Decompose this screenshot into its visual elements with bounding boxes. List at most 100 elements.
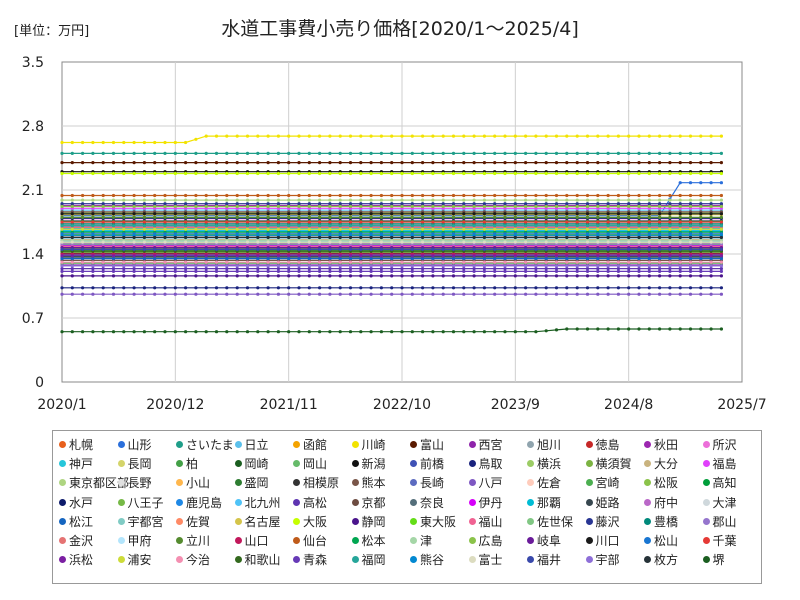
data-point bbox=[194, 161, 198, 165]
data-point bbox=[575, 286, 579, 290]
data-point bbox=[647, 286, 651, 290]
data-point bbox=[60, 215, 64, 219]
data-point bbox=[400, 260, 404, 264]
data-point bbox=[225, 204, 229, 209]
data-point bbox=[431, 267, 435, 271]
data-point bbox=[493, 292, 497, 296]
data-point bbox=[688, 274, 693, 278]
data-point bbox=[307, 202, 311, 206]
data-point bbox=[544, 254, 548, 258]
data-point bbox=[328, 151, 332, 155]
data-point bbox=[544, 274, 548, 278]
data-point bbox=[318, 260, 322, 264]
data-point bbox=[575, 260, 579, 264]
data-point bbox=[565, 254, 569, 258]
data-point bbox=[173, 171, 177, 176]
data-point bbox=[658, 202, 662, 206]
data-point bbox=[431, 257, 435, 261]
data-point bbox=[266, 220, 270, 224]
data-point bbox=[472, 171, 476, 176]
data-point bbox=[637, 292, 641, 296]
data-point bbox=[719, 198, 724, 202]
data-point bbox=[184, 140, 188, 145]
data-point bbox=[400, 227, 404, 231]
data-point bbox=[462, 134, 466, 138]
data-point bbox=[173, 227, 177, 231]
data-point bbox=[493, 257, 497, 261]
data-point bbox=[658, 212, 662, 216]
data-point bbox=[348, 257, 353, 261]
data-point bbox=[482, 286, 486, 290]
data-point bbox=[668, 134, 672, 138]
data-point bbox=[668, 202, 672, 206]
data-point bbox=[111, 202, 116, 206]
data-point bbox=[585, 202, 590, 206]
data-point bbox=[111, 274, 116, 278]
data-point bbox=[359, 286, 363, 290]
data-point bbox=[245, 274, 250, 278]
data-point bbox=[699, 215, 703, 219]
data-point bbox=[122, 212, 126, 216]
y-tick-label: 3.5 bbox=[22, 55, 44, 71]
data-point bbox=[503, 215, 507, 219]
data-point bbox=[719, 181, 724, 185]
data-point bbox=[348, 151, 353, 155]
data-point bbox=[328, 257, 332, 261]
data-point bbox=[379, 286, 383, 290]
data-point bbox=[153, 227, 157, 231]
data-point bbox=[606, 134, 610, 138]
data-point bbox=[287, 257, 291, 261]
data-point bbox=[513, 292, 517, 296]
data-point bbox=[101, 140, 105, 145]
data-point bbox=[688, 198, 693, 202]
data-point bbox=[606, 198, 610, 202]
data-point bbox=[503, 220, 507, 224]
data-point bbox=[153, 193, 157, 198]
data-point bbox=[276, 171, 280, 176]
data-point bbox=[421, 267, 425, 271]
data-point bbox=[554, 134, 559, 138]
data-point bbox=[328, 260, 332, 264]
data-point bbox=[70, 198, 74, 202]
data-point bbox=[400, 254, 404, 258]
data-point bbox=[111, 193, 116, 198]
data-point bbox=[524, 212, 528, 216]
data-point bbox=[338, 161, 342, 165]
data-point bbox=[184, 227, 188, 231]
data-point bbox=[658, 220, 662, 224]
data-point bbox=[111, 215, 116, 219]
data-point bbox=[524, 134, 528, 138]
data-point bbox=[122, 202, 126, 206]
data-point bbox=[544, 227, 548, 231]
data-point bbox=[421, 254, 425, 258]
data-point bbox=[544, 215, 548, 219]
data-point bbox=[132, 267, 136, 271]
data-point bbox=[348, 161, 353, 165]
data-point bbox=[70, 286, 74, 290]
data-point bbox=[132, 292, 136, 296]
data-point bbox=[328, 212, 332, 216]
data-point bbox=[111, 171, 116, 176]
data-point bbox=[524, 161, 528, 165]
data-point bbox=[493, 215, 497, 219]
data-point bbox=[91, 171, 95, 176]
data-point bbox=[441, 151, 445, 155]
data-point bbox=[585, 151, 590, 155]
data-point bbox=[668, 267, 672, 271]
data-point bbox=[318, 227, 322, 231]
data-point bbox=[544, 257, 548, 261]
data-point bbox=[585, 193, 590, 198]
data-point bbox=[256, 292, 260, 296]
data-point bbox=[153, 220, 157, 224]
data-point bbox=[719, 193, 724, 198]
data-point bbox=[173, 292, 177, 296]
data-point bbox=[132, 215, 136, 219]
data-point bbox=[534, 260, 538, 264]
data-point bbox=[184, 193, 188, 198]
data-point bbox=[153, 260, 157, 264]
data-point bbox=[544, 161, 548, 165]
data-point bbox=[245, 292, 250, 296]
data-point bbox=[616, 286, 621, 290]
data-point bbox=[287, 260, 291, 264]
data-point bbox=[668, 292, 672, 296]
